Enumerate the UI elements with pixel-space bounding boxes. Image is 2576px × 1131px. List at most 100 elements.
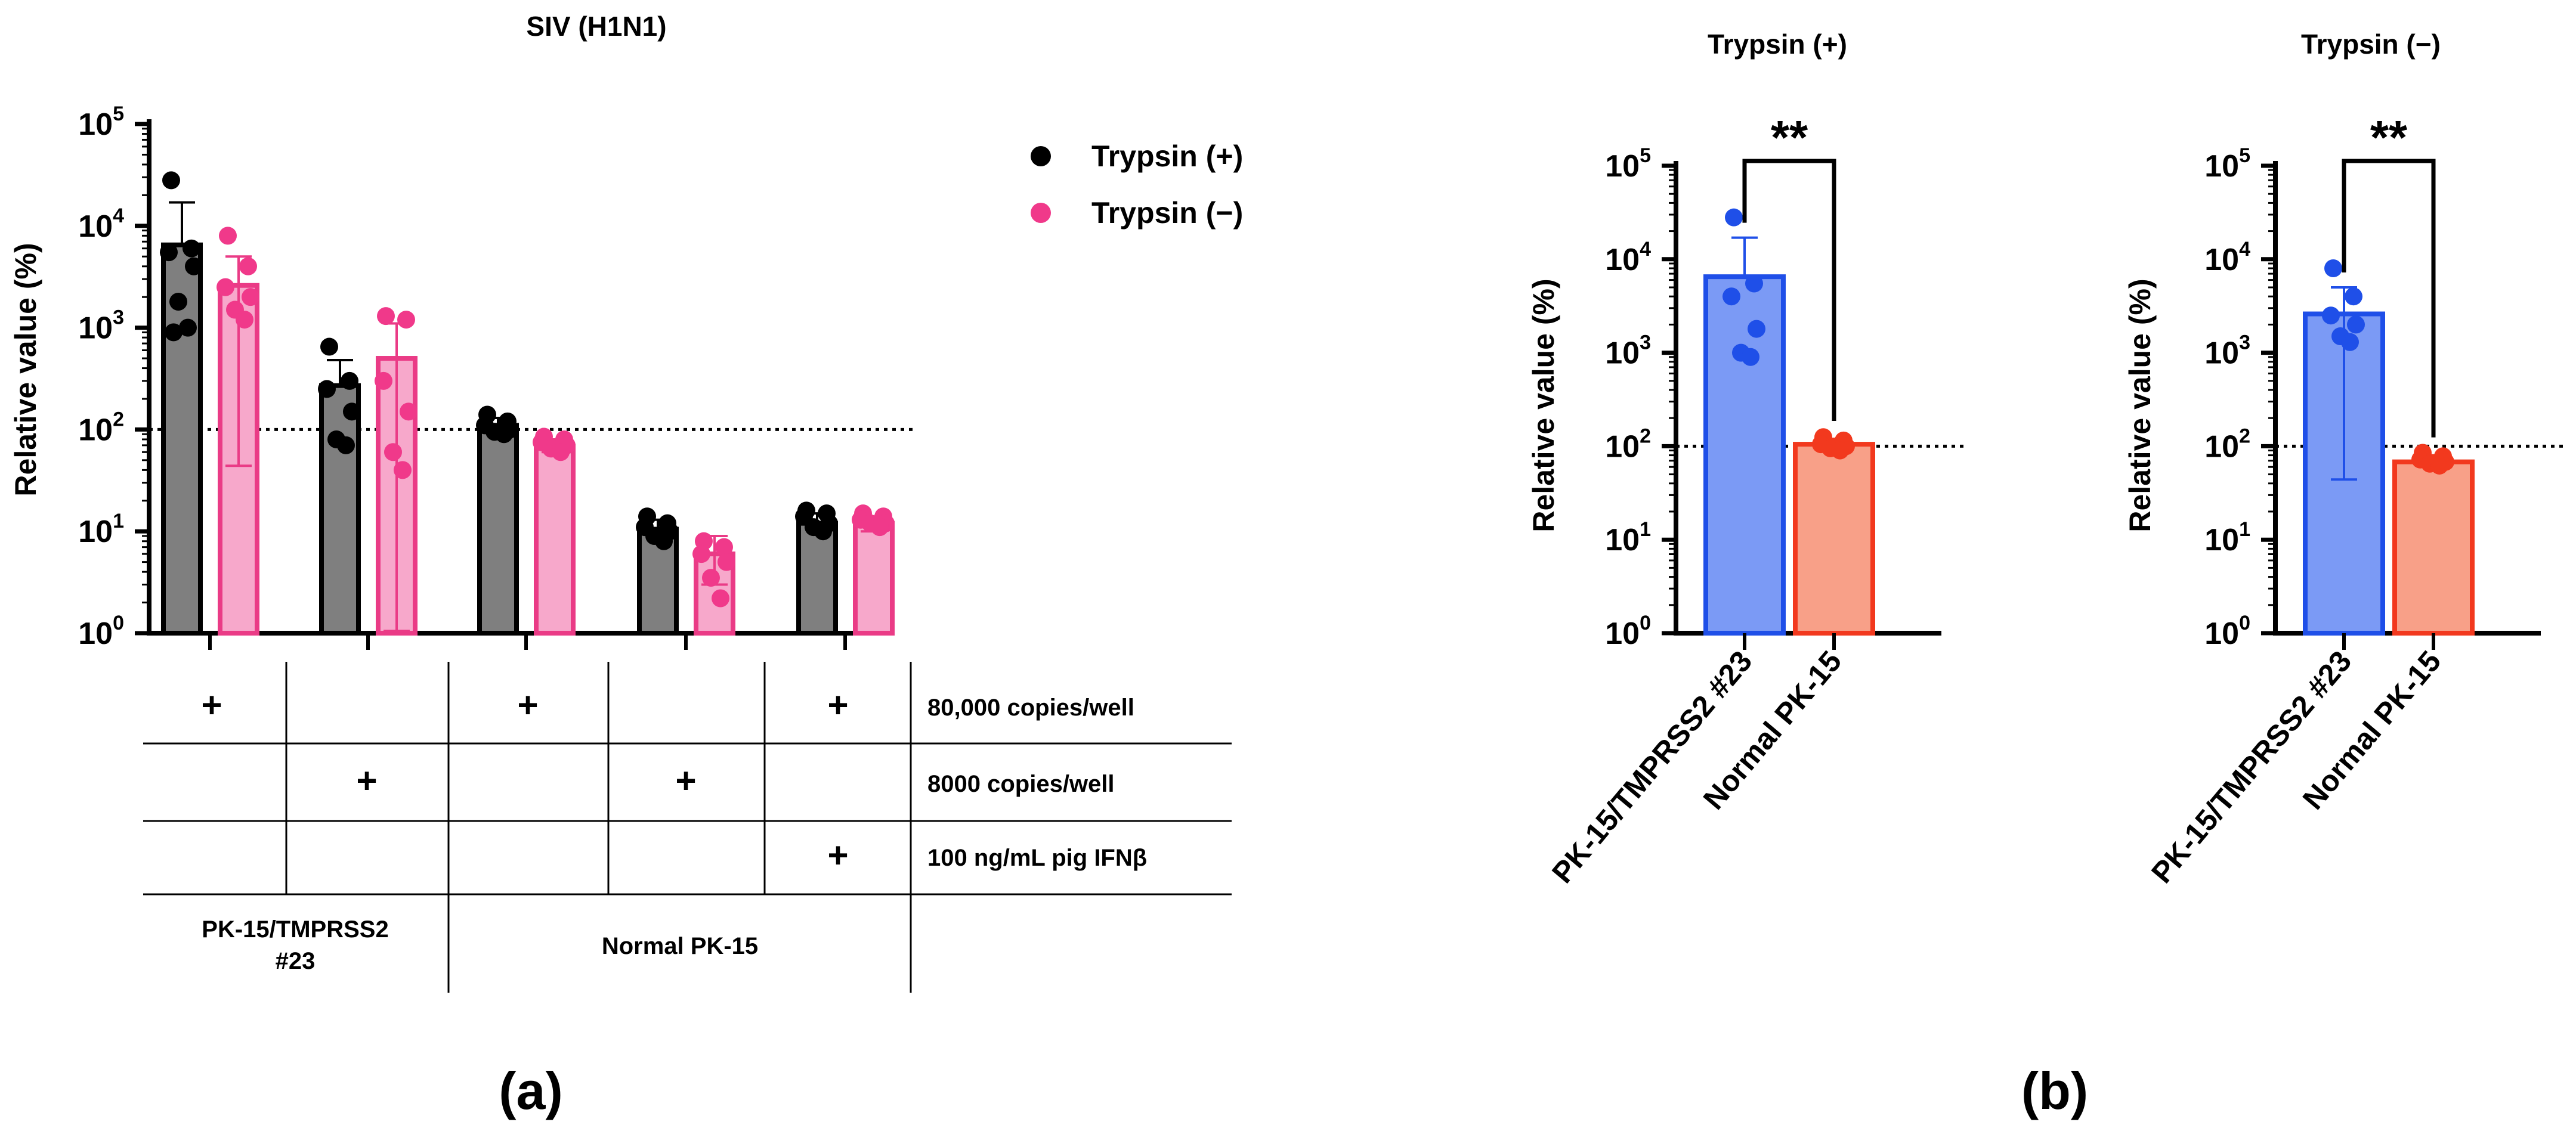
b1-significance-bracket — [1742, 159, 1836, 421]
y-tick-label-5: 105 — [1605, 144, 1651, 184]
table-mark-r2-c4: + — [675, 761, 696, 801]
panel-b1-significance: ** — [1742, 111, 1836, 421]
table-row-label-2: 8000 copies/well — [927, 771, 1115, 797]
legend-dot-trypsin-plus — [1031, 146, 1051, 166]
y-tick-label-5: 105 — [2204, 144, 2250, 184]
panel-b2-ticks: 100 101 102 103 104 105 — [2204, 144, 2275, 651]
b1-tmprss2-point — [1723, 287, 1740, 306]
b2-normal-point — [2430, 456, 2448, 475]
panel-a-label: (a) — [499, 1061, 563, 1120]
y-tick-label-2: 102 — [78, 408, 124, 447]
panel-b1: Trypsin (+) Relative value (%) 100 101 102… — [1527, 29, 2088, 1120]
table-mark-r1-c1: + — [201, 685, 222, 725]
b2-significance-label: ** — [2370, 111, 2408, 164]
group-1-trypsin-plus-point — [169, 292, 187, 311]
panel-b2-bars — [2303, 259, 2475, 650]
panel-b1-y-label: Relative value (%) — [1527, 278, 1560, 532]
group-1-trypsin-minus-point — [239, 257, 257, 275]
group-4-trypsin-minus-point — [702, 569, 720, 587]
panel-b1-title: Trypsin (+) — [1708, 29, 1847, 60]
group-5-trypsin-plus-point — [814, 522, 832, 541]
panel-a-legend: Trypsin (+) Trypsin (−) — [1031, 140, 1243, 230]
group-5-trypsin-minus-bar — [853, 520, 895, 636]
b1-normal-bar — [1793, 442, 1875, 636]
y-tick-label-1: 101 — [78, 510, 124, 549]
group-4-trypsin-minus-point — [715, 538, 733, 556]
table-plus-marks: + + + + + + — [201, 685, 848, 875]
group-1-trypsin-plus-point — [185, 257, 203, 275]
panel-b-label: (b) — [2021, 1061, 2088, 1120]
y-tick-label-3: 103 — [2204, 331, 2250, 371]
table-row-label-3: 100 ng/mL pig IFNβ — [927, 845, 1147, 871]
b2-tmprss2-bar — [2303, 311, 2385, 636]
group-2-trypsin-plus-bar — [319, 383, 361, 636]
group-4-trypsin-minus-point — [692, 545, 710, 563]
panel-a-title: SIV (H1N1) — [526, 11, 666, 42]
b2-significance-bracket — [2342, 159, 2436, 438]
b1-normal-point — [1831, 441, 1849, 460]
cell-line-label-tmprss2-line1: PK-15/TMPRSS2 — [202, 916, 388, 943]
group-1-trypsin-plus-point — [179, 318, 197, 337]
b1-tmprss2-point — [1748, 320, 1765, 338]
y-tick-label-0: 100 — [1605, 612, 1651, 651]
group-4-trypsin-minus-point — [718, 553, 735, 571]
table-mark-r1-c3: + — [517, 685, 538, 725]
panel-b2-significance: ** — [2342, 111, 2436, 438]
b2-tmprss2-point — [2324, 259, 2342, 277]
group-1-trypsin-plus-point — [160, 243, 178, 262]
panel-b2-title: Trypsin (−) — [2301, 29, 2441, 60]
group-5-trypsin-minus-point — [871, 518, 889, 537]
group-5-trypsin-plus-bar — [796, 520, 838, 636]
y-tick-label-0: 100 — [2204, 612, 2250, 651]
panel-b2: Trypsin (−) Relative value (%) 100 101 102… — [2123, 29, 2568, 890]
group-2-trypsin-plus-point — [318, 380, 336, 398]
group-3-trypsin-plus-point — [495, 425, 513, 444]
group-1-trypsin-minus-point — [217, 278, 234, 296]
y-tick-label-2: 102 — [2204, 424, 2250, 464]
panel-a-condition-table: 80,000 copies/well 8000 copies/well 100 … — [143, 662, 1232, 993]
y-tick-label-3: 103 — [78, 306, 124, 346]
group-2-trypsin-plus-point — [343, 402, 361, 421]
b1-tmprss2-point — [1742, 348, 1759, 366]
b2-tmprss2-point — [2341, 333, 2359, 351]
y-tick-label-1: 101 — [1605, 518, 1651, 557]
group-4-trypsin-plus-point — [655, 532, 673, 550]
group-2-trypsin-minus-point — [384, 443, 402, 461]
b2-tmprss2-point — [2347, 315, 2365, 334]
panel-a-bars — [160, 171, 895, 650]
group-2-trypsin-minus-point — [394, 461, 412, 479]
panel-b1-bars — [1703, 208, 1875, 650]
y-tick-label-5: 105 — [78, 103, 124, 142]
b2-normal-bar — [2392, 459, 2475, 636]
group-4-trypsin-minus-point — [712, 589, 729, 608]
panel-a-y-label: Relative value (%) — [9, 243, 42, 496]
group-1-trypsin-minus-point — [219, 227, 237, 245]
y-tick-label-3: 103 — [1605, 331, 1651, 371]
group-1-trypsin-minus-point — [242, 288, 259, 306]
panel-b2-y-label: Relative value (%) — [2123, 278, 2157, 532]
legend-dot-trypsin-minus — [1031, 203, 1051, 223]
group-2-trypsin-plus-point — [337, 436, 355, 454]
panel-b1-ticks: 100 101 102 103 104 105 — [1605, 144, 1676, 651]
b1-tmprss2-bar — [1703, 274, 1786, 636]
panel-a-ticks: 100 101 102 103 104 105 — [78, 103, 149, 651]
y-tick-label-4: 104 — [78, 204, 124, 244]
legend-label-trypsin-minus: Trypsin (−) — [1091, 196, 1243, 230]
y-tick-label-0: 100 — [78, 612, 124, 651]
y-tick-label-4: 104 — [2204, 238, 2250, 277]
cell-line-label-normal: Normal PK-15 — [602, 933, 758, 959]
group-3-trypsin-minus-bar — [534, 444, 576, 636]
group-2-trypsin-minus-point — [397, 311, 415, 329]
group-2-trypsin-minus-point — [375, 371, 392, 390]
b2-tmprss2-point — [2345, 287, 2362, 306]
group-3-trypsin-minus-point — [552, 443, 570, 461]
table-mark-r1-c5: + — [827, 685, 848, 725]
group-2-trypsin-plus-point — [320, 337, 338, 356]
y-tick-label-4: 104 — [1605, 238, 1651, 277]
b1-tmprss2-point — [1745, 274, 1763, 293]
group-2-trypsin-plus-point — [341, 371, 358, 390]
y-tick-label-1: 101 — [2204, 518, 2250, 557]
cell-line-label-tmprss2-line2: #23 — [276, 948, 316, 974]
